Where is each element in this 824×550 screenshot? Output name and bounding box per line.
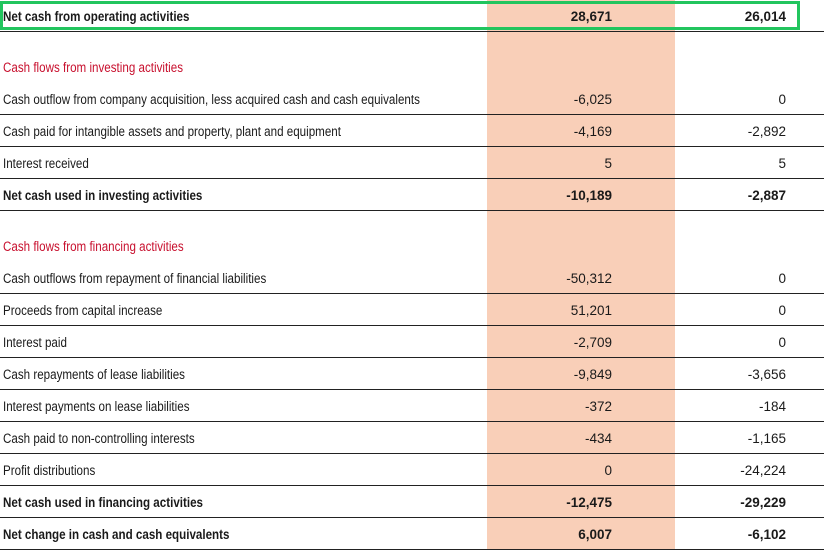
table-row-operating-total: Net cash from operating activities 28,67… bbox=[0, 1, 824, 32]
section-title: Cash flows from financing activities bbox=[3, 238, 184, 254]
row-value-prior: -6,102 bbox=[747, 526, 786, 542]
table-row: Cash outflows from repayment of financia… bbox=[0, 263, 824, 294]
row-value-current: 28,671 bbox=[570, 8, 612, 24]
table-row: Interest paid -2,709 0 bbox=[0, 327, 824, 358]
table-row-financing-total: Net cash used in financing activities -1… bbox=[0, 487, 824, 518]
row-value-current: 6,007 bbox=[578, 526, 612, 542]
row-value-current: -372 bbox=[584, 398, 612, 414]
row-label: Interest payments on lease liabilities bbox=[3, 398, 190, 414]
row-value-prior: 0 bbox=[778, 91, 786, 107]
row-value-current: -4,169 bbox=[573, 123, 612, 139]
row-value-prior: -29,229 bbox=[740, 494, 786, 510]
row-value-current: -2,709 bbox=[573, 334, 612, 350]
row-value-prior: -1,165 bbox=[747, 430, 786, 446]
table-row: Cash paid for intangible assets and prop… bbox=[0, 116, 824, 147]
row-value-prior: -184 bbox=[758, 398, 786, 414]
row-value-prior: -3,656 bbox=[747, 366, 786, 382]
row-label: Interest received bbox=[3, 155, 89, 171]
row-label: Cash repayments of lease liabilities bbox=[3, 366, 185, 382]
row-label: Cash paid to non-controlling interests bbox=[3, 430, 195, 446]
section-heading-investing: Cash flows from investing activities bbox=[0, 53, 824, 81]
row-value-current: 0 bbox=[604, 462, 612, 478]
row-label: Proceeds from capital increase bbox=[3, 302, 163, 318]
row-value-current: -50,312 bbox=[566, 270, 612, 286]
row-label: Net cash used in financing activities bbox=[3, 494, 204, 510]
row-value-current: -12,475 bbox=[566, 494, 612, 510]
row-value-current: 5 bbox=[604, 155, 612, 171]
table-row: Proceeds from capital increase 51,201 0 bbox=[0, 295, 824, 326]
row-value-current: -6,025 bbox=[573, 91, 612, 107]
table-row: Cash repayments of lease liabilities -9,… bbox=[0, 359, 824, 390]
current-year-column-shading bbox=[487, 0, 675, 550]
row-value-current: 51,201 bbox=[570, 302, 612, 318]
row-value-prior: -2,887 bbox=[747, 187, 786, 203]
row-value-prior: 5 bbox=[778, 155, 786, 171]
row-value-prior: 0 bbox=[778, 270, 786, 286]
table-row: Interest received 5 5 bbox=[0, 148, 824, 179]
row-label: Interest paid bbox=[3, 334, 67, 350]
section-title: Cash flows from investing activities bbox=[3, 59, 184, 75]
row-value-current: -434 bbox=[584, 430, 612, 446]
row-value-prior: 26,014 bbox=[744, 8, 786, 24]
table-row: Profit distributions 0 -24,224 bbox=[0, 455, 824, 486]
row-value-current: -9,849 bbox=[573, 366, 612, 382]
row-label: Net cash from operating activities bbox=[3, 8, 190, 24]
row-label: Cash outflow from company acquisition, l… bbox=[3, 91, 420, 107]
row-label: Net cash used in investing activities bbox=[3, 187, 203, 203]
row-label: Cash outflows from repayment of financia… bbox=[3, 270, 267, 286]
table-row: Interest payments on lease liabilities -… bbox=[0, 391, 824, 422]
row-value-current: -10,189 bbox=[566, 187, 612, 203]
table-row-net-change: Net change in cash and cash equivalents … bbox=[0, 519, 824, 550]
row-label: Profit distributions bbox=[3, 462, 96, 478]
row-value-prior: -24,224 bbox=[740, 462, 786, 478]
table-row: Cash outflow from company acquisition, l… bbox=[0, 84, 824, 115]
row-label: Net change in cash and cash equivalents bbox=[3, 526, 230, 542]
row-value-prior: -2,892 bbox=[747, 123, 786, 139]
section-heading-financing: Cash flows from financing activities bbox=[0, 232, 824, 260]
row-label: Cash paid for intangible assets and prop… bbox=[3, 123, 341, 139]
row-value-prior: 0 bbox=[778, 302, 786, 318]
row-value-prior: 0 bbox=[778, 334, 786, 350]
table-row-investing-total: Net cash used in investing activities -1… bbox=[0, 180, 824, 211]
table-row: Cash paid to non-controlling interests -… bbox=[0, 423, 824, 454]
